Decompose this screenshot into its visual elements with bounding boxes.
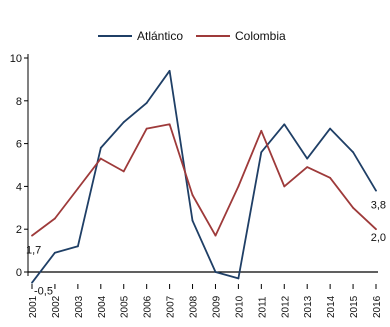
data-point [76,187,79,190]
data-point [54,251,56,254]
x-tick-label: 2002 [51,295,62,318]
data-point [168,69,171,72]
data-point [375,189,377,192]
data-point [237,185,240,188]
x-tick-label: 2012 [280,295,291,318]
data-point [306,166,309,169]
data-point [352,206,354,209]
data-labels: -0,5 1,7 3,8 2,0 [26,200,386,298]
data-point [122,170,125,173]
data-label: 3,8 [371,200,386,212]
data-point [145,127,148,130]
x-tick-label: 2010 [234,295,245,318]
x-tick-label: 2011 [257,296,268,318]
axes: 0 2 4 6 8 10 2001 2002 2003 2004 2005 2006 2007 2008 2… [10,53,383,318]
data-point [145,102,148,104]
y-tick-label: 2 [16,224,22,236]
data-point [237,277,240,280]
y-tick-label: 6 [16,139,22,151]
data-point [76,245,79,248]
x-tick-label: 2005 [120,295,131,318]
legend-label-atlantico: Atlántico [137,29,183,43]
data-point [168,123,171,126]
data-label: 1,7 [26,245,41,257]
data-point [214,234,217,237]
data-point [283,185,286,188]
series-line-colombia [31,123,377,237]
x-tick-label: 2009 [211,295,222,318]
x-tick-label: 2016 [372,295,383,318]
legend-label-colombia: Colombia [235,29,286,43]
data-point [306,157,309,160]
data-point [329,127,332,130]
x-tick-label: 2008 [189,295,200,318]
data-label: 2,0 [371,232,386,244]
data-point [375,228,377,231]
series-line-atlantico [31,69,377,284]
data-point [352,151,354,154]
x-tick-label: 2015 [349,295,360,318]
legend: Atlántico Colombia [98,29,286,43]
x-tick-label: 2001 [28,295,39,318]
data-point [191,194,194,196]
data-point [260,129,263,132]
y-tick-label: 10 [10,53,22,65]
data-point [191,219,194,222]
data-point [214,271,217,273]
x-tick-label: 2007 [166,295,177,318]
data-point [31,281,33,284]
x-tick-label: 2014 [326,295,337,318]
data-point [329,176,332,179]
y-tick-label: 0 [16,267,22,279]
data-point [283,123,286,126]
x-tick-label: 2013 [303,295,314,318]
data-point [31,234,33,237]
y-tick-label: 8 [16,96,22,108]
data-point [260,151,263,154]
data-point [99,157,102,160]
data-point [99,146,102,149]
x-tick-label: 2004 [97,295,108,318]
data-point [122,121,125,124]
data-label: -0,5 [34,286,53,298]
y-tick-label: 4 [16,181,22,193]
data-point [54,217,56,220]
x-tick-label: 2006 [143,295,154,318]
series-lines [31,69,377,284]
x-tick-label: 2003 [74,295,85,318]
